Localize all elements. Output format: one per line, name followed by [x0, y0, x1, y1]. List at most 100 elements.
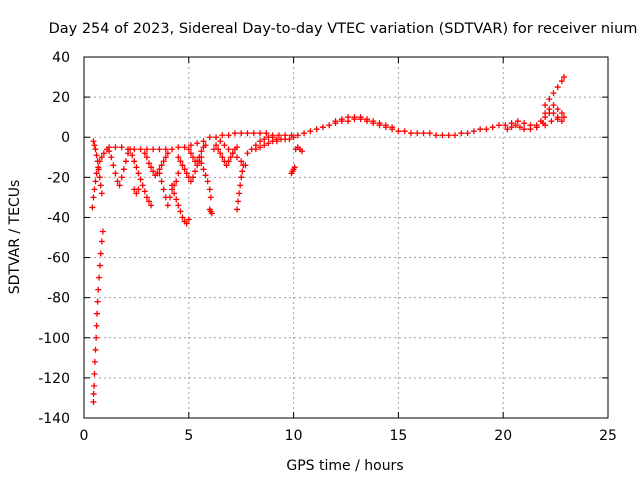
y-tick-label: -100 — [38, 331, 70, 347]
data-point — [238, 158, 245, 165]
data-point — [537, 118, 544, 125]
y-tick-label: 20 — [52, 90, 70, 106]
data-point — [173, 196, 180, 203]
x-tick-label: 15 — [389, 428, 407, 444]
data-point — [148, 164, 155, 171]
data-point — [237, 182, 244, 189]
data-point — [229, 150, 236, 157]
data-point — [194, 158, 201, 165]
data-point — [90, 398, 97, 405]
data-point — [257, 144, 264, 151]
data-point — [196, 154, 203, 161]
data-point — [189, 154, 196, 161]
data-point — [508, 124, 515, 131]
data-point — [554, 106, 561, 113]
data-point — [227, 154, 234, 161]
data-point — [496, 122, 503, 129]
x-tick-label: 5 — [184, 428, 193, 444]
data-point — [298, 148, 305, 155]
data-point — [445, 132, 452, 139]
data-point — [181, 166, 188, 173]
data-point — [164, 150, 171, 157]
data-point — [92, 178, 99, 185]
data-point — [263, 130, 270, 137]
data-point — [112, 144, 119, 151]
data-point — [290, 134, 297, 141]
plot-frame — [83, 56, 609, 419]
data-point — [223, 162, 230, 169]
data-point — [187, 178, 194, 185]
data-point — [116, 182, 123, 189]
data-point — [97, 250, 104, 257]
data-point — [91, 142, 98, 149]
data-point — [512, 122, 519, 129]
data-point — [160, 158, 167, 165]
data-point — [145, 198, 152, 205]
x-tick-label: 20 — [494, 428, 512, 444]
y-tick-label: -60 — [47, 251, 70, 267]
data-point — [257, 138, 264, 145]
data-point — [332, 118, 339, 125]
data-point — [239, 168, 246, 175]
x-tick-label: 0 — [80, 428, 89, 444]
data-point — [93, 322, 100, 329]
chart-title: Day 254 of 2023, Sidereal Day-to-day VTE… — [49, 21, 638, 37]
data-point — [175, 170, 182, 177]
grid — [84, 57, 608, 418]
data-point — [395, 128, 402, 135]
data-point — [558, 118, 565, 125]
data-point — [235, 198, 242, 205]
data-point — [319, 124, 326, 131]
data-point — [238, 174, 245, 181]
data-point — [91, 382, 98, 389]
data-point — [183, 220, 190, 227]
data-point — [307, 128, 314, 135]
data-point — [542, 122, 549, 129]
data-point — [291, 164, 298, 171]
data-point — [129, 152, 136, 159]
data-point — [175, 202, 182, 209]
data-point — [261, 136, 268, 143]
data-point — [234, 154, 241, 161]
data-point — [219, 132, 226, 139]
data-point — [414, 130, 421, 137]
data-point — [98, 154, 105, 161]
data-point — [127, 146, 134, 153]
data-point — [558, 78, 565, 85]
data-point — [185, 146, 192, 153]
data-point — [181, 144, 188, 151]
y-tick-label: -20 — [47, 170, 70, 186]
data-point — [548, 118, 555, 125]
x-tick-label: 10 — [285, 428, 303, 444]
data-point — [179, 162, 186, 169]
data-point — [345, 114, 352, 121]
data-point — [301, 130, 308, 137]
data-point — [542, 114, 549, 121]
data-point — [198, 148, 205, 155]
data-point — [357, 114, 364, 121]
data-point — [90, 138, 97, 145]
data-point — [225, 146, 232, 153]
y-tick-label: -140 — [38, 411, 70, 427]
data-point — [141, 188, 148, 195]
data-point — [286, 136, 293, 143]
data-point — [439, 132, 446, 139]
data-point — [100, 150, 107, 157]
data-point — [204, 178, 211, 185]
data-point — [234, 144, 241, 151]
data-point — [93, 170, 100, 177]
data-point — [171, 190, 178, 197]
data-point — [382, 122, 389, 129]
data-point — [94, 298, 101, 305]
data-point — [160, 186, 167, 193]
data-point — [93, 310, 100, 317]
data-point — [370, 118, 377, 125]
axis-ticks: 0 5 10 15 20 25 -140 -120 -100 -80 -60 -40 -20 0 20 40 — [38, 50, 617, 444]
data-point — [206, 134, 213, 141]
data-point — [221, 142, 228, 149]
y-tick-label: -80 — [47, 291, 70, 307]
data-point — [351, 114, 358, 121]
data-point — [483, 126, 490, 133]
data-point — [546, 96, 553, 103]
data-point — [458, 130, 465, 137]
